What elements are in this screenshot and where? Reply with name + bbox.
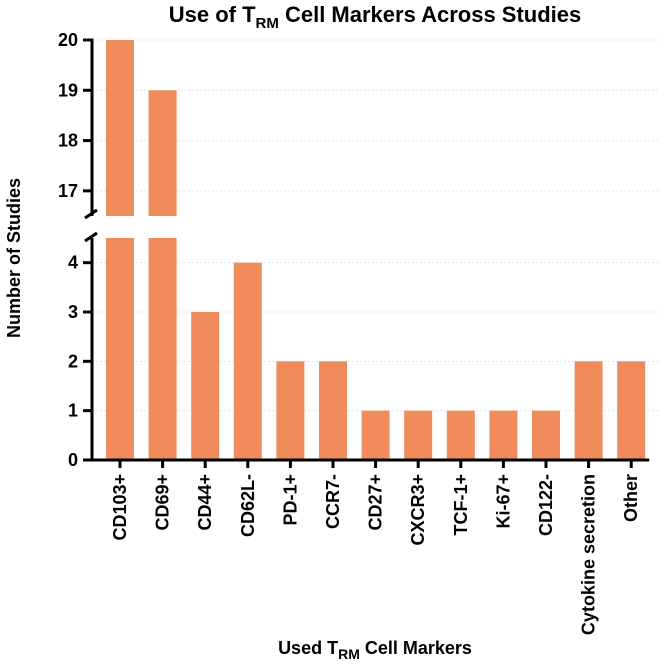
y-tick-label: 18 — [58, 131, 78, 151]
bar — [617, 361, 646, 460]
x-tick-label: CCR7- — [323, 474, 343, 529]
x-tick-label: TCF-1+ — [451, 474, 471, 536]
bar — [404, 410, 433, 460]
bar — [361, 410, 390, 460]
bar-lower-segment — [106, 238, 134, 460]
x-axis: CD103+ CD69+ CD44+ CD62L- PD-1+ CCR7- CD27+ CXC… — [90, 458, 650, 635]
gridlines — [92, 39, 660, 412]
bar — [446, 410, 475, 460]
y-tick-label: 17 — [58, 181, 78, 201]
y-axis-title: Number of Studies — [4, 178, 24, 338]
x-tick-label: CD103+ — [110, 474, 130, 541]
x-tick-label: CD69+ — [153, 474, 173, 531]
x-tick-label: Cytokine secretion — [579, 474, 599, 635]
x-tick-label: CD122- — [536, 474, 556, 536]
bar — [489, 410, 518, 460]
x-tick-label: Other — [621, 474, 641, 522]
x-tick-label: Ki-67+ — [493, 474, 513, 529]
y-axis: 0 1 2 3 4 17 18 19 20 — [58, 30, 98, 470]
y-tick-label: 2 — [68, 351, 78, 371]
bars — [106, 40, 646, 460]
x-tick-label: CD44+ — [195, 474, 215, 531]
bar — [319, 361, 347, 460]
bar — [191, 312, 220, 460]
bar — [233, 262, 262, 460]
x-axis-title: Used TRM Cell Markers — [278, 638, 472, 662]
bar — [276, 361, 305, 460]
y-tick-label: 20 — [58, 30, 78, 50]
y-tick-label: 19 — [58, 80, 78, 100]
x-tick-label: PD-1+ — [280, 474, 300, 526]
bar — [532, 410, 560, 460]
bar — [148, 90, 177, 216]
axis-break-mark — [84, 231, 98, 243]
y-tick-label: 3 — [68, 302, 78, 322]
y-tick-label: 4 — [68, 253, 78, 273]
bar — [106, 40, 134, 216]
bar — [574, 361, 603, 460]
x-tick-label: CXCR3+ — [408, 474, 428, 546]
x-tick-label: CD27+ — [366, 474, 386, 531]
chart-title: Use of TRM Cell Markers Across Studies — [169, 2, 582, 32]
x-tick-label: CD62L- — [238, 474, 258, 537]
bar-lower-segment — [148, 238, 177, 460]
y-tick-label: 0 — [68, 450, 78, 470]
y-tick-label: 1 — [68, 401, 78, 421]
axis-break-mark — [84, 208, 98, 220]
